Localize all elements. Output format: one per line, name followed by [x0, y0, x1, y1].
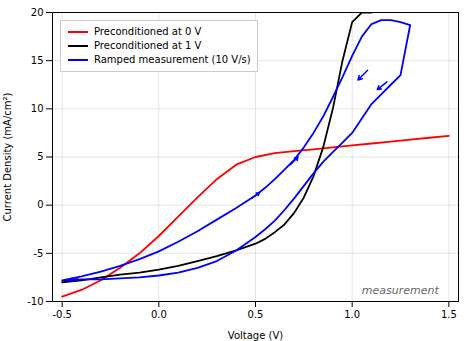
svg-text:10: 10: [31, 103, 44, 114]
svg-text:0: 0: [37, 199, 43, 210]
html-text:Preconditioned at 1 V: Preconditioned at 1 V: [94, 40, 202, 51]
svg-text:0.0: 0.0: [151, 309, 167, 320]
svg-text:measurement: measurement: [362, 284, 440, 297]
html-text:Preconditioned at 0 V: Preconditioned at 0 V: [94, 26, 202, 37]
html-text:Ramped measurement (10 V/s): Ramped measurement (10 V/s): [94, 54, 251, 65]
svg-text:20: 20: [31, 7, 44, 18]
svg-text:0.5: 0.5: [248, 309, 264, 320]
svg-text:1.5: 1.5: [441, 309, 457, 320]
svg-text:-5: -5: [34, 248, 44, 259]
svg-text:15: 15: [31, 55, 44, 66]
svg-text:Voltage (V): Voltage (V): [228, 330, 283, 341]
svg-text:-10: -10: [27, 296, 43, 307]
svg-text:5: 5: [37, 151, 43, 162]
svg-text:Current Density (mA/cm²): Current Density (mA/cm²): [2, 92, 13, 221]
svg-text:-0.5: -0.5: [52, 309, 72, 320]
svg-text:1.0: 1.0: [344, 309, 360, 320]
